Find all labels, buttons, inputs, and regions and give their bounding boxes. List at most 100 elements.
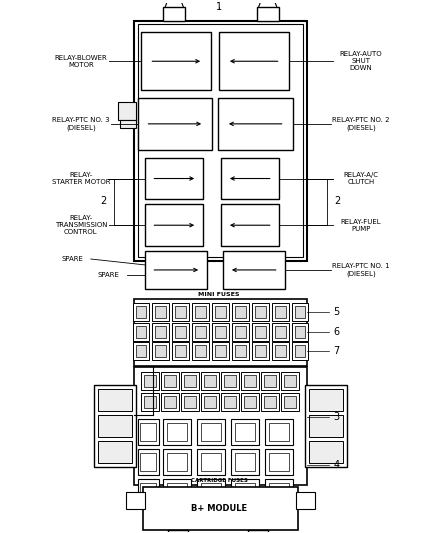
Bar	[241, 373, 259, 390]
Bar	[235, 453, 255, 471]
Bar	[265, 449, 293, 475]
Text: 7: 7	[333, 346, 339, 357]
Bar	[292, 322, 308, 341]
Bar	[152, 322, 170, 341]
Bar	[145, 375, 156, 387]
Bar	[268, 482, 289, 500]
Bar	[232, 303, 249, 321]
Bar	[309, 441, 343, 463]
Text: RELAY-AUTO
SHUT
DOWN: RELAY-AUTO SHUT DOWN	[340, 51, 382, 71]
Bar	[118, 102, 135, 120]
Bar	[126, 491, 145, 510]
Bar	[197, 419, 225, 445]
Bar	[212, 322, 229, 341]
Text: 3: 3	[333, 412, 339, 422]
Bar	[309, 389, 343, 411]
Bar	[195, 326, 206, 337]
Bar	[98, 441, 131, 463]
Bar	[155, 326, 166, 337]
Bar	[268, 453, 289, 471]
Bar	[98, 415, 131, 437]
Bar	[135, 326, 146, 337]
Bar	[161, 393, 179, 411]
Bar	[138, 419, 159, 445]
Bar	[292, 343, 308, 360]
Bar	[212, 343, 229, 360]
Bar	[201, 373, 219, 390]
Bar	[175, 326, 186, 337]
Bar	[138, 25, 304, 257]
Text: 5: 5	[333, 306, 339, 317]
Bar	[294, 326, 305, 337]
Bar	[141, 373, 159, 390]
Bar	[195, 345, 206, 358]
Bar	[223, 251, 285, 289]
Bar	[201, 453, 221, 471]
Bar	[184, 375, 196, 387]
Bar	[275, 326, 286, 337]
Bar	[221, 373, 239, 390]
Bar	[145, 251, 207, 289]
Text: B+ MODULE: B+ MODULE	[191, 504, 247, 513]
Text: 4: 4	[333, 460, 339, 470]
Bar	[134, 299, 307, 366]
Bar	[181, 373, 199, 390]
Bar	[204, 396, 216, 408]
Bar	[215, 306, 226, 318]
Bar	[164, 396, 176, 408]
Bar	[135, 306, 146, 318]
Bar	[197, 479, 225, 504]
Bar	[221, 204, 279, 246]
Bar	[235, 326, 246, 337]
Text: 2: 2	[101, 196, 107, 206]
Bar	[133, 343, 149, 360]
Bar	[172, 303, 189, 321]
Bar	[141, 393, 159, 411]
Bar	[161, 373, 179, 390]
Bar	[120, 120, 135, 128]
Bar	[138, 98, 212, 150]
Text: RELAY-PTC NO. 2
(DIESEL): RELAY-PTC NO. 2 (DIESEL)	[332, 117, 390, 131]
Bar	[309, 415, 343, 437]
Bar	[175, 345, 186, 358]
Text: SPARE: SPARE	[98, 272, 120, 278]
Bar	[272, 322, 289, 341]
Text: RELAY-PTC NO. 1
(DIESEL): RELAY-PTC NO. 1 (DIESEL)	[332, 263, 390, 277]
Bar	[141, 423, 156, 441]
Bar	[201, 393, 219, 411]
Bar	[164, 375, 176, 387]
Bar	[138, 479, 159, 504]
Bar	[283, 396, 296, 408]
Bar	[184, 396, 196, 408]
Bar	[144, 487, 297, 530]
Text: RELAY-
TRANSMISSION
CONTROL: RELAY- TRANSMISSION CONTROL	[55, 215, 107, 235]
Bar	[204, 375, 216, 387]
Bar	[219, 33, 289, 90]
Bar	[221, 393, 239, 411]
Bar	[231, 419, 259, 445]
Bar	[133, 322, 149, 341]
Bar	[275, 345, 286, 358]
Bar	[272, 343, 289, 360]
Bar	[152, 343, 170, 360]
Bar	[195, 306, 206, 318]
Bar	[172, 343, 189, 360]
Bar	[272, 303, 289, 321]
Bar	[264, 396, 276, 408]
Bar	[275, 306, 286, 318]
Text: RELAY-A/C
CLUTCH: RELAY-A/C CLUTCH	[344, 172, 378, 185]
Bar	[244, 396, 256, 408]
Bar	[145, 204, 203, 246]
Bar	[181, 393, 199, 411]
Bar	[224, 375, 236, 387]
Bar	[145, 158, 203, 199]
Text: RELAY-BLOWER
MOTOR: RELAY-BLOWER MOTOR	[54, 55, 107, 68]
Bar	[265, 419, 293, 445]
Bar	[141, 33, 211, 90]
Bar	[163, 6, 185, 20]
Bar	[261, 393, 279, 411]
Bar	[248, 530, 268, 533]
Bar	[155, 306, 166, 318]
Bar	[175, 306, 186, 318]
Text: SPARE: SPARE	[62, 256, 84, 262]
